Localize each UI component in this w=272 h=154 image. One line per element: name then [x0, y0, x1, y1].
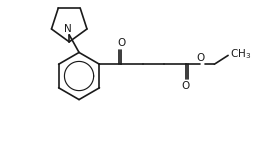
Text: O: O — [196, 53, 205, 63]
Text: O: O — [117, 38, 125, 48]
Text: N: N — [64, 24, 72, 34]
Text: CH$_3$: CH$_3$ — [230, 48, 251, 61]
Text: O: O — [182, 81, 190, 91]
